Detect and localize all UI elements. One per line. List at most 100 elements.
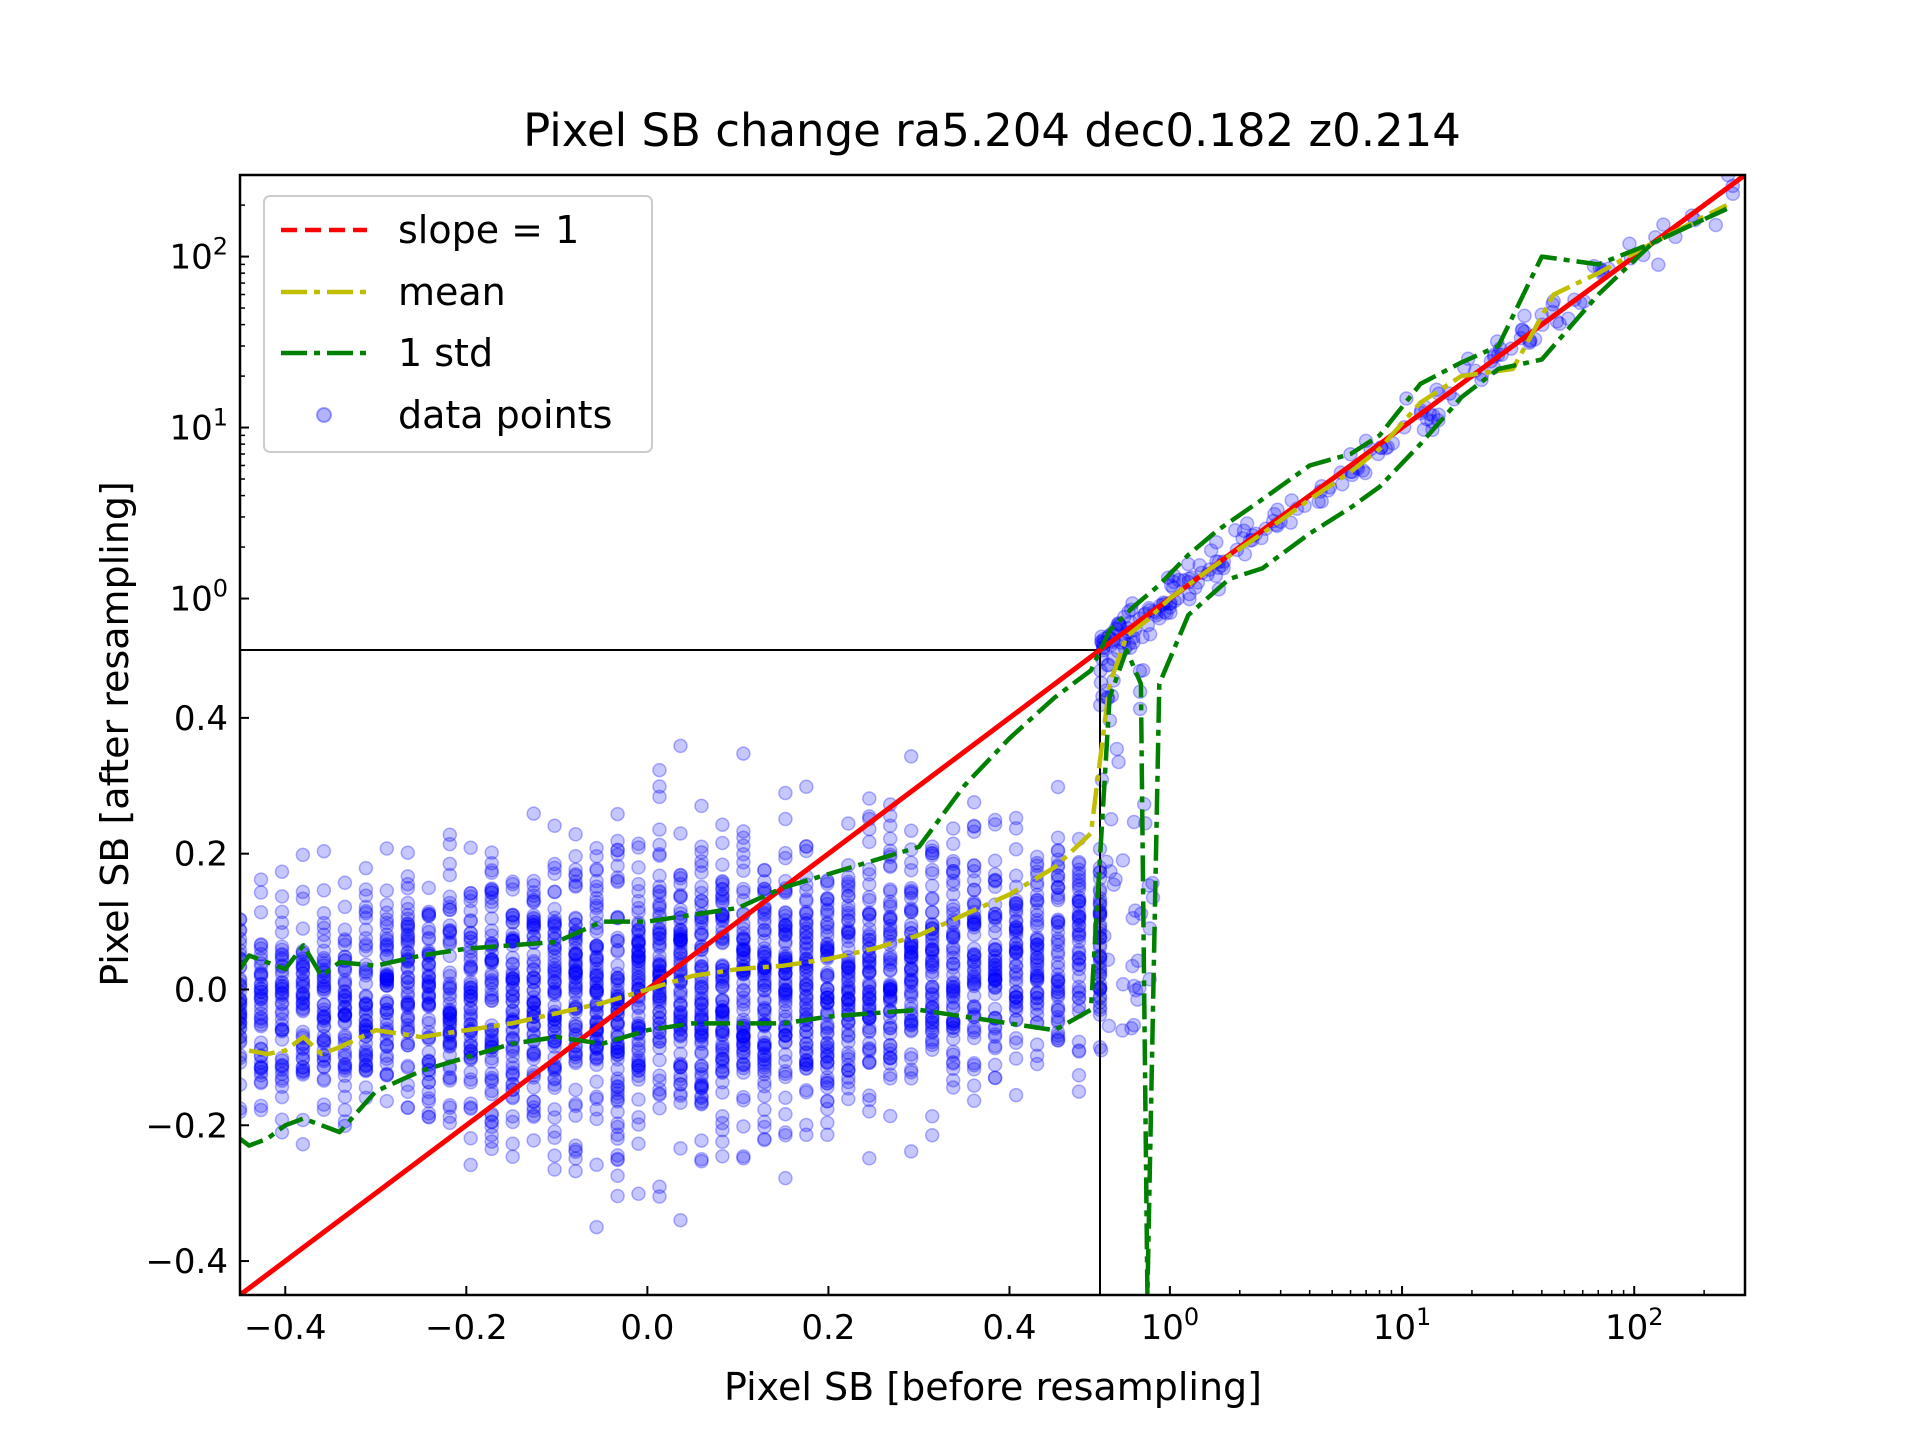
data-point xyxy=(966,1022,982,1038)
data-point xyxy=(240,947,248,962)
data-point xyxy=(253,977,269,992)
data-point xyxy=(337,899,353,915)
data-point xyxy=(240,931,248,947)
data-point xyxy=(924,1109,940,1124)
data-point xyxy=(841,1074,856,1090)
data-point xyxy=(1008,1051,1024,1066)
data-point xyxy=(526,956,541,971)
data-point xyxy=(274,1017,290,1033)
data-point xyxy=(589,1004,604,1020)
data-point xyxy=(379,971,395,986)
data-point xyxy=(421,956,437,972)
data-point xyxy=(505,971,520,987)
data-point xyxy=(379,897,395,913)
data-point xyxy=(526,982,541,998)
data-point xyxy=(240,1020,248,1036)
data-point xyxy=(274,864,290,879)
data-point xyxy=(400,945,416,961)
data-point xyxy=(253,1035,269,1050)
data-point xyxy=(400,845,416,860)
data-point xyxy=(631,963,646,978)
data-point xyxy=(316,1053,332,1069)
data-point xyxy=(442,1100,458,1115)
data-point xyxy=(526,975,541,990)
data-point xyxy=(295,1063,311,1078)
data-point xyxy=(924,865,940,881)
data-point xyxy=(778,1090,793,1106)
data-point xyxy=(274,1022,290,1038)
data-point xyxy=(945,927,961,942)
data-point xyxy=(589,861,604,877)
data-point xyxy=(316,1002,332,1017)
data-point xyxy=(240,922,248,937)
data-point xyxy=(799,1082,814,1098)
data-point xyxy=(694,893,709,909)
data-point xyxy=(295,990,311,1005)
data-point xyxy=(987,906,1003,922)
data-point xyxy=(274,997,290,1012)
data-point xyxy=(240,991,248,1007)
data-point xyxy=(337,932,353,947)
data-point xyxy=(358,988,374,1004)
data-point xyxy=(505,1056,520,1071)
data-point xyxy=(673,876,688,892)
data-point xyxy=(841,888,856,904)
data-point xyxy=(358,1005,374,1020)
data-point xyxy=(1708,217,1724,233)
data-point xyxy=(736,1119,751,1134)
data-point xyxy=(295,1041,311,1057)
data-point xyxy=(820,1055,835,1071)
data-point xyxy=(505,933,520,948)
data-point xyxy=(526,947,541,963)
data-point xyxy=(358,1080,374,1095)
data-point xyxy=(240,973,248,988)
data-point xyxy=(421,1093,437,1109)
data-point xyxy=(421,1106,437,1121)
data-point xyxy=(400,1037,416,1053)
data-point xyxy=(484,993,499,1009)
data-point xyxy=(652,939,667,955)
data-point xyxy=(526,1080,541,1095)
data-point xyxy=(778,936,793,951)
data-point xyxy=(694,798,709,814)
data-point xyxy=(274,915,290,931)
data-point xyxy=(484,1054,499,1069)
data-point xyxy=(903,823,919,838)
data-point xyxy=(295,847,311,863)
data-point xyxy=(379,1066,395,1082)
data-point xyxy=(400,876,416,892)
data-point xyxy=(463,1065,478,1080)
data-point xyxy=(337,875,353,891)
data-point xyxy=(295,921,311,936)
data-point xyxy=(1008,975,1024,991)
data-point xyxy=(841,993,856,1009)
data-point xyxy=(337,1006,353,1022)
data-point xyxy=(442,918,458,933)
data-point xyxy=(610,942,625,958)
data-point xyxy=(274,1089,290,1105)
data-point xyxy=(505,972,520,987)
data-point xyxy=(358,888,374,903)
data-point xyxy=(295,959,311,974)
data-point xyxy=(526,1109,541,1125)
data-point xyxy=(463,925,478,941)
data-point xyxy=(1029,972,1045,988)
data-point xyxy=(526,1004,541,1019)
data-point xyxy=(400,985,416,1001)
data-point xyxy=(240,1009,248,1025)
data-point xyxy=(903,978,919,994)
data-point xyxy=(820,876,835,892)
data-point xyxy=(736,1151,751,1166)
data-point xyxy=(379,1005,395,1021)
data-point xyxy=(484,1134,499,1149)
data-point xyxy=(526,1018,541,1033)
data-point xyxy=(463,1096,478,1111)
data-point xyxy=(547,960,562,976)
data-point xyxy=(484,1086,499,1102)
data-point xyxy=(1029,942,1045,957)
data-point xyxy=(526,1046,541,1061)
x-tick-label: 0.2 xyxy=(801,1308,855,1348)
legend-swatch-points xyxy=(316,407,332,423)
data-point xyxy=(966,941,982,957)
